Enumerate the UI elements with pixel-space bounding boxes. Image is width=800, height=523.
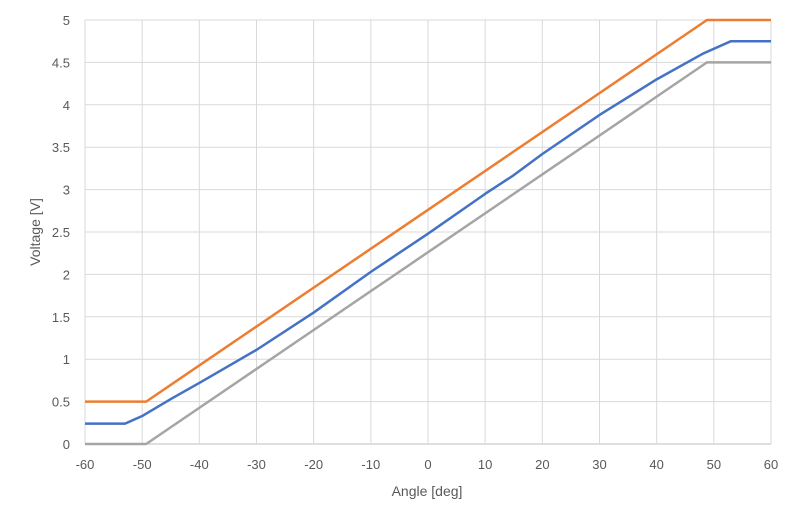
y-tick-label: 3.5 [52, 140, 70, 155]
y-tick-label: 3 [63, 183, 70, 198]
y-tick-label: 4.5 [52, 55, 70, 70]
x-tick-label: 40 [649, 457, 663, 472]
series-line-1 [85, 18, 771, 403]
x-tick-label: -10 [361, 457, 380, 472]
series-line-3 [85, 61, 771, 446]
y-tick-label: 4 [63, 98, 70, 113]
x-tick-label: 10 [478, 457, 492, 472]
y-tick-label: 1.5 [52, 310, 70, 325]
series-line-2 [85, 39, 771, 425]
x-tick-label: 30 [592, 457, 606, 472]
x-tick-label: -60 [76, 457, 95, 472]
x-tick-label: -40 [190, 457, 209, 472]
y-tick-label: 0.5 [52, 395, 70, 410]
y-tick-label: 0 [63, 437, 70, 452]
gridlines [84, 19, 772, 445]
y-tick-label: 2.5 [52, 225, 70, 240]
y-tick-label: 5 [63, 13, 70, 28]
x-tick-labels: -60 -50 -40 -30 -20 -10 0 10 20 30 40 50 60 [76, 457, 779, 472]
x-tick-label: -50 [133, 457, 152, 472]
y-tick-label: 2 [63, 267, 70, 282]
x-tick-label: 50 [707, 457, 721, 472]
series-lines [85, 18, 771, 446]
x-tick-label: 0 [424, 457, 431, 472]
x-tick-label: -30 [247, 457, 266, 472]
y-tick-labels: 0 0.5 1 1.5 2 2.5 3 3.5 4 4.5 5 [52, 13, 70, 452]
x-axis-title: Angle [deg] [392, 483, 463, 499]
x-tick-label: 60 [764, 457, 778, 472]
y-tick-label: 1 [63, 352, 70, 367]
x-tick-label: 20 [535, 457, 549, 472]
x-tick-label: -20 [304, 457, 323, 472]
y-axis-title: Voltage [V] [27, 198, 43, 266]
